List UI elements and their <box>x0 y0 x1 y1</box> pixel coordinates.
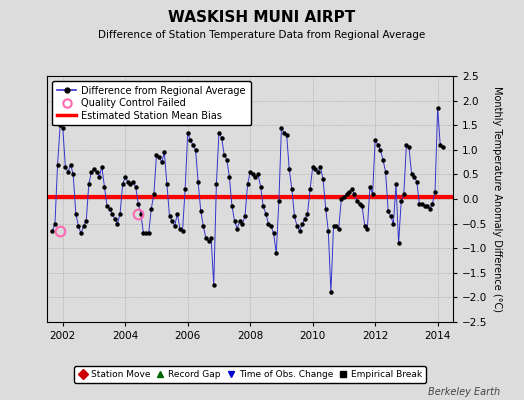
Text: Berkeley Earth: Berkeley Earth <box>428 387 500 397</box>
Y-axis label: Monthly Temperature Anomaly Difference (°C): Monthly Temperature Anomaly Difference (… <box>492 86 502 312</box>
Legend: Station Move, Record Gap, Time of Obs. Change, Empirical Break: Station Move, Record Gap, Time of Obs. C… <box>74 366 426 383</box>
Text: WASKISH MUNI AIRPT: WASKISH MUNI AIRPT <box>168 10 356 25</box>
Text: Difference of Station Temperature Data from Regional Average: Difference of Station Temperature Data f… <box>99 30 425 40</box>
